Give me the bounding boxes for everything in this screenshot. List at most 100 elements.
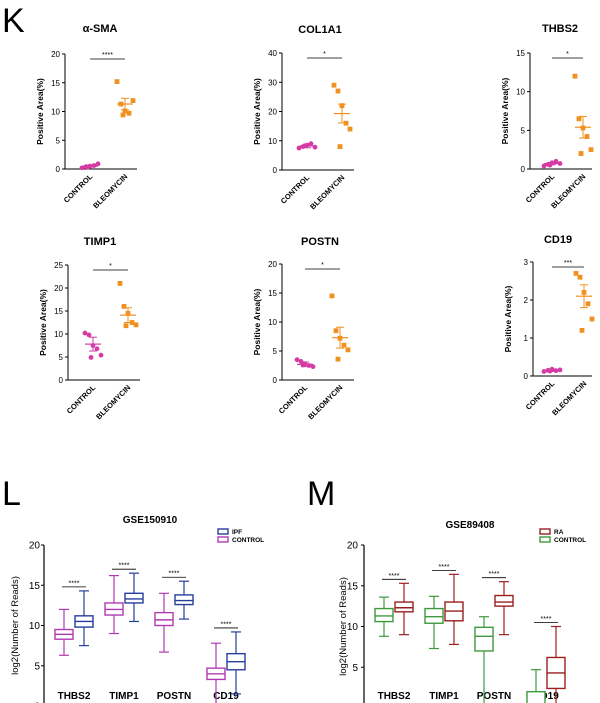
legend-label-ra: RA [554, 529, 564, 536]
data-point-control [98, 352, 104, 358]
y-tick-label: 0 [34, 702, 40, 703]
chart-title: TIMP1 [84, 236, 116, 248]
x-category-label: CD19 [533, 691, 559, 702]
box-timp1-ipf [124, 592, 144, 604]
chart-title: COL1A1 [298, 24, 341, 36]
y-tick-label: 15 [268, 289, 277, 298]
data-point-bleomycin [329, 293, 335, 299]
y-tick-label: 20 [347, 541, 359, 552]
x-category-label: THBS2 [378, 691, 411, 702]
y-tick-label: 20 [51, 50, 60, 59]
y-tick-label: 5 [59, 353, 64, 362]
x-category-label: BLEOMYCIN [306, 383, 344, 421]
chart-title: GSE150910 [123, 515, 178, 526]
y-tick-label: 10 [347, 622, 359, 633]
data-point-bleomycin [579, 328, 585, 333]
y-tick-label: 20 [29, 541, 41, 552]
y-tick-label: 10 [51, 108, 60, 117]
chart-title: THBS2 [542, 23, 578, 35]
significance-label: * [323, 51, 326, 58]
panel-label-l: L [2, 475, 21, 513]
y-axis-label: Positive Area(%) [500, 77, 510, 144]
data-point-control [88, 355, 94, 360]
box-plot-2: GSE8940805101520log2(Number of Reads)THB… [338, 520, 586, 703]
y-axis-label: Positive Area(%) [38, 289, 48, 356]
box-postn-control [474, 626, 494, 652]
significance-label: **** [489, 571, 500, 578]
y-tick-label: 20 [54, 284, 63, 293]
data-point-control [86, 332, 92, 338]
dot-plot-5: POSTN 0 5 10 15 20 Positive Area(%) CONTROLBLEO… [252, 236, 354, 421]
data-point-bleomycin [578, 151, 584, 156]
x-category-label: CONTROL [277, 383, 310, 416]
data-point-control [541, 163, 547, 169]
x-category-label: TIMP1 [429, 691, 459, 702]
dot-plot-1: α-SMA 0 5 10 15 20 Positive Area(%) CONTROLBLEO… [35, 23, 137, 210]
significance-label: **** [389, 573, 400, 580]
data-point-bleomycin [333, 328, 339, 334]
data-point-control [94, 346, 100, 352]
y-tick-label: 15 [516, 49, 525, 58]
y-tick-label: 0 [521, 165, 526, 174]
data-point-bleomycin [588, 147, 594, 153]
legend-swatch-ra [539, 528, 551, 535]
data-point-bleomycin [585, 301, 591, 307]
data-point-bleomycin [337, 144, 343, 149]
y-tick-label: 5 [273, 347, 278, 356]
y-tick-label: 5 [521, 126, 526, 135]
y-tick-label: 15 [51, 79, 60, 88]
significance-label: * [566, 51, 569, 58]
y-axis-label: Positive Area(%) [503, 285, 513, 352]
y-tick-label: 15 [347, 581, 359, 592]
y-tick-label: 15 [29, 581, 41, 592]
y-tick-label: 20 [268, 260, 277, 269]
significance-label: **** [102, 52, 113, 59]
data-point-control [308, 141, 314, 147]
data-point-bleomycin [584, 134, 590, 139]
y-tick-label: 3 [524, 258, 529, 267]
x-category-label: POSTN [157, 691, 191, 702]
x-category-label: CD19 [213, 691, 239, 702]
y-tick-label: 0 [59, 376, 64, 385]
box-postn-ra [494, 594, 514, 607]
y-tick-label: 0 [56, 165, 61, 174]
chart-title: α-SMA [83, 23, 118, 35]
x-category-label: THBS2 [58, 691, 91, 702]
significance-label: **** [221, 621, 232, 628]
y-tick-label: 0 [273, 166, 278, 175]
data-point-control [298, 359, 304, 364]
data-point-bleomycin [335, 88, 341, 94]
data-point-bleomycin [341, 342, 347, 348]
data-point-bleomycin [345, 347, 351, 353]
significance-label: **** [69, 580, 80, 587]
legend-swatch-control [217, 536, 229, 543]
data-point-control [95, 161, 101, 167]
data-point-bleomycin [133, 322, 139, 328]
data-point-bleomycin [117, 281, 123, 286]
data-point-bleomycin [122, 108, 128, 114]
y-tick-label: 10 [516, 88, 525, 97]
data-point-bleomycin [347, 126, 353, 132]
data-point-control [310, 364, 316, 370]
legend-label-control: CONTROL [232, 537, 264, 544]
x-category-label: CONTROL [279, 173, 312, 206]
y-tick-label: 15 [54, 307, 63, 316]
legend-swatch-control [539, 536, 551, 543]
data-point-bleomycin [572, 73, 578, 79]
y-axis-label: Positive Area(%) [252, 288, 262, 355]
chart-title: CD19 [544, 234, 572, 246]
significance-label: **** [541, 616, 552, 623]
data-point-control [82, 330, 88, 336]
y-tick-label: 5 [352, 663, 358, 674]
y-tick-label: 25 [54, 261, 63, 270]
data-point-bleomycin [126, 110, 132, 116]
data-point-bleomycin [120, 112, 126, 118]
legend-swatch-ipf [217, 528, 229, 535]
significance-label: *** [564, 260, 572, 267]
y-tick-label: 40 [268, 49, 277, 58]
legend-label-control: CONTROL [554, 537, 586, 544]
x-category-label: CONTROL [65, 383, 98, 416]
data-point-control [296, 145, 302, 151]
